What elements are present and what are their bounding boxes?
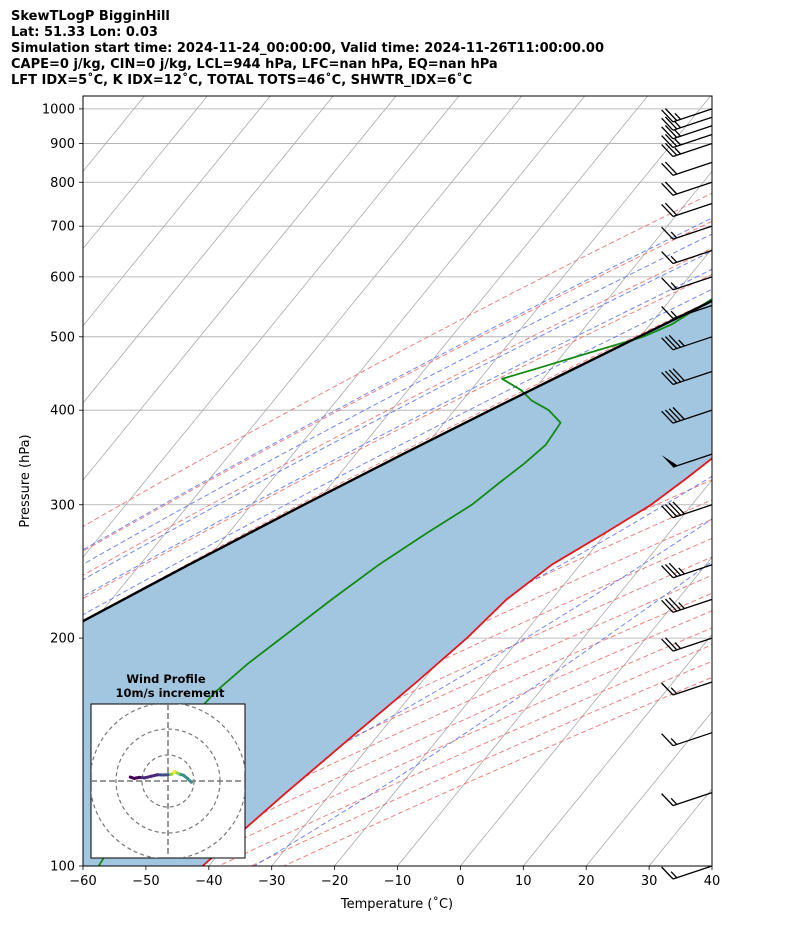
x-tick-label: −50 xyxy=(132,874,159,889)
dry-adiabat xyxy=(83,220,712,552)
moist-adiabat xyxy=(83,288,712,616)
wind-barb xyxy=(661,732,713,747)
title-line-1: SkewTLogP BigginHill xyxy=(11,9,170,24)
hodograph-segment xyxy=(128,775,136,780)
y-tick-label: 300 xyxy=(50,498,75,513)
wind-barb xyxy=(661,276,713,291)
title-line-2: Lat: 51.33 Lon: 0.03 xyxy=(11,25,158,40)
x-tick-label: −40 xyxy=(195,874,222,889)
wind-barb xyxy=(661,249,713,265)
axes: −60 −50 −40 −30 −20 −10 0 10 20 30 40 100 200 300 400 5… xyxy=(42,102,720,889)
x-tick-label: 0 xyxy=(456,874,464,889)
y-tick-label: 800 xyxy=(50,176,75,191)
isotherm-line xyxy=(83,96,397,481)
x-tick-label: 30 xyxy=(641,874,658,889)
moist-adiabat xyxy=(83,217,712,551)
isotherm-line xyxy=(83,96,334,404)
wind-barb xyxy=(661,501,713,519)
y-tick-label: 400 xyxy=(50,404,75,419)
wind-barb xyxy=(661,792,713,807)
dewpoint-line xyxy=(97,297,712,866)
temperature-line xyxy=(201,457,712,866)
y-tick-label: 100 xyxy=(50,860,75,875)
x-axis-label: Temperature (˚C) xyxy=(340,896,453,912)
moist-adiabat xyxy=(83,268,712,597)
x-tick-label: −30 xyxy=(258,874,285,889)
x-tick-label: −20 xyxy=(321,874,348,889)
y-tick-label: 1000 xyxy=(42,102,75,117)
x-tick-label: −60 xyxy=(69,874,96,889)
y-tick-label: 700 xyxy=(50,220,75,235)
mixing-ratio-line xyxy=(707,405,712,411)
profile-lines xyxy=(83,297,712,866)
dry-adiabat xyxy=(83,518,712,819)
y-tick-label: 500 xyxy=(50,330,75,345)
isotherm-line xyxy=(83,96,586,713)
isotherm-line xyxy=(83,96,523,636)
dry-adiabat xyxy=(83,299,712,622)
parcel-line xyxy=(83,299,712,623)
moist-adiabat xyxy=(83,233,712,565)
wind-barb xyxy=(661,125,713,140)
wind-barb xyxy=(661,225,713,240)
wind-barb xyxy=(661,865,713,880)
wind-barb xyxy=(661,597,713,613)
wind-barb xyxy=(661,181,713,196)
isotherm-line xyxy=(460,556,712,866)
wind-barb xyxy=(661,368,713,386)
wind-barb xyxy=(661,453,713,468)
isotherm-line xyxy=(0,96,82,866)
y-tick-label: 900 xyxy=(50,137,75,152)
isotherm-line xyxy=(83,96,271,327)
wind-barb xyxy=(661,161,713,176)
wind-barb xyxy=(661,116,713,131)
wind-barb xyxy=(661,202,713,218)
title-line-3: Simulation start time: 2024-11-24_00:00:… xyxy=(11,41,604,56)
wind-barb xyxy=(661,681,713,696)
hodograph-subtitle: 10m/s increment xyxy=(116,686,225,700)
wind-barb xyxy=(661,334,713,351)
title-line-5: LFT IDX=5˚C, K IDX=12˚C, TOTAL TOTS=46˚C… xyxy=(11,73,473,88)
dry-adiabat xyxy=(83,192,712,528)
wind-barb xyxy=(661,142,713,158)
y-axis-label: Pressure (hPa) xyxy=(18,434,33,527)
wind-barb xyxy=(661,406,713,424)
title-line-4: CAPE=0 j/kg, CIN=0 j/kg, LCL=944 hPa, LF… xyxy=(11,57,498,72)
isotherm-line xyxy=(397,479,712,866)
isotherm-line xyxy=(585,711,712,866)
dry-adiabat xyxy=(83,247,712,576)
hodograph-title: Wind Profile xyxy=(126,672,206,686)
hodograph-inset xyxy=(90,703,246,859)
x-tick-label: −10 xyxy=(384,874,411,889)
y-tick-label: 200 xyxy=(50,632,75,647)
x-tick-label: 40 xyxy=(704,874,721,889)
isotherm-line xyxy=(522,633,712,866)
wind-barb xyxy=(661,108,713,123)
x-tick-label: 10 xyxy=(515,874,532,889)
y-tick-label: 600 xyxy=(50,270,75,285)
wind-barb xyxy=(661,637,713,652)
x-tick-label: 20 xyxy=(578,874,595,889)
wind-barb xyxy=(661,562,713,579)
moist-adiabat xyxy=(83,250,712,581)
wind-barb xyxy=(661,304,713,320)
isotherm-line xyxy=(83,96,208,250)
wind-barb xyxy=(661,133,713,149)
isotherm-line xyxy=(711,865,712,866)
dry-adiabat xyxy=(83,537,712,836)
wind-barbs xyxy=(661,108,713,880)
isotherm-line xyxy=(83,96,460,558)
